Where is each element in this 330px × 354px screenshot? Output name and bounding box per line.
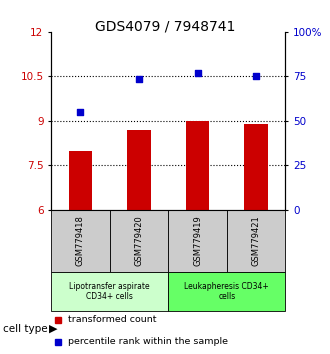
Text: Lipotransfer aspirate
CD34+ cells: Lipotransfer aspirate CD34+ cells: [69, 282, 150, 301]
Bar: [51, 210, 110, 272]
Bar: [168, 210, 227, 272]
Text: ▶: ▶: [49, 324, 57, 333]
Point: [195, 70, 200, 76]
Text: GSM779419: GSM779419: [193, 216, 202, 266]
Bar: [69, 150, 92, 210]
Bar: [168, 272, 285, 311]
Text: Leukapheresis CD34+
cells: Leukapheresis CD34+ cells: [184, 282, 269, 301]
Text: percentile rank within the sample: percentile rank within the sample: [68, 337, 228, 346]
Text: transformed count: transformed count: [68, 315, 156, 324]
Text: cell type: cell type: [3, 324, 48, 333]
Bar: [186, 121, 209, 210]
Bar: [110, 210, 168, 272]
Point: [78, 109, 83, 115]
Bar: [127, 130, 151, 210]
Point: [136, 76, 142, 82]
Text: GDS4079 / 7948741: GDS4079 / 7948741: [95, 19, 235, 34]
Text: GSM779418: GSM779418: [76, 216, 85, 267]
Bar: [51, 272, 168, 311]
Point: [253, 74, 259, 79]
Bar: [245, 124, 268, 210]
Bar: [227, 210, 285, 272]
Text: GSM779421: GSM779421: [252, 216, 261, 266]
Text: GSM779420: GSM779420: [135, 216, 144, 266]
